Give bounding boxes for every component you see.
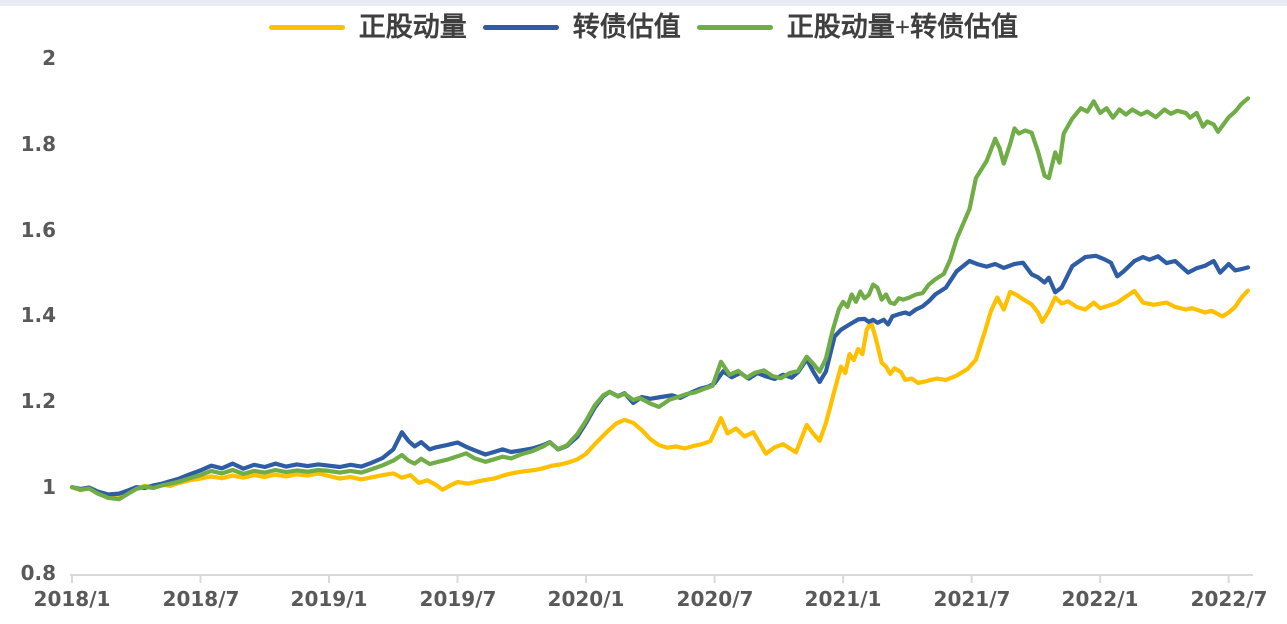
chart-legend: 正股动量 转债估值 正股动量+转债估值 <box>0 14 1287 41</box>
legend-label: 转债估值 <box>572 12 681 42</box>
x-axis-label: 2020/1 <box>547 587 625 611</box>
legend-item-combined: 正股动量+转债估值 <box>696 12 1019 42</box>
convertible-valuation-line-swatch <box>482 25 559 30</box>
x-axis-label: 2022/7 <box>1190 587 1268 611</box>
series-line-1 <box>69 253 1251 497</box>
x-axis-label: 2021/1 <box>804 587 882 611</box>
legend-label: 正股动量+转债估值 <box>786 12 1019 42</box>
x-axis-label: 2018/7 <box>162 587 240 611</box>
y-axis-label: 2 <box>42 46 56 70</box>
combined-line-swatch <box>696 25 773 30</box>
x-axis-label: 2022/1 <box>1061 587 1139 611</box>
y-axis-label: 1.8 <box>20 132 56 156</box>
legend-item-stock-momentum: 正股动量 <box>268 12 467 42</box>
y-axis-label: 1.6 <box>20 218 56 242</box>
series-line-2 <box>69 96 1251 502</box>
x-axis-label: 2021/7 <box>933 587 1011 611</box>
stock-momentum-line-swatch <box>268 25 345 30</box>
top-border-bar <box>0 0 1287 6</box>
x-axis-label: 2018/1 <box>33 587 111 611</box>
series-line-0 <box>69 288 1251 500</box>
x-axis-label: 2020/7 <box>676 587 754 611</box>
legend-label: 正股动量 <box>358 12 467 42</box>
y-axis-label: 1 <box>42 475 56 499</box>
x-axis-label: 2019/1 <box>290 587 368 611</box>
y-axis-label: 0.8 <box>20 561 56 585</box>
y-axis-label: 1.4 <box>20 303 56 327</box>
y-axis-label: 1.2 <box>20 389 56 413</box>
legend-item-convertible-valuation: 转债估值 <box>482 12 681 42</box>
x-axis-label: 2019/7 <box>419 587 497 611</box>
